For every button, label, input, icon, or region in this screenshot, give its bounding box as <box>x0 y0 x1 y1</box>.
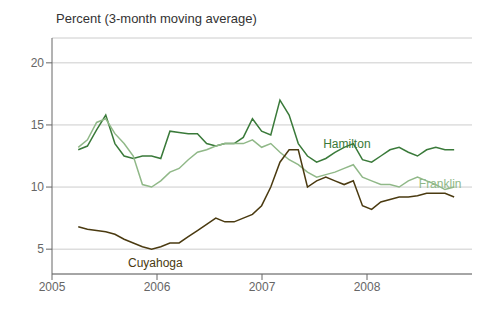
svg-text:Franklin: Franklin <box>419 177 462 191</box>
svg-text:2006: 2006 <box>144 280 171 294</box>
svg-text:10: 10 <box>31 180 45 194</box>
svg-text:Hamilton: Hamilton <box>323 137 370 151</box>
svg-text:20: 20 <box>31 56 45 70</box>
svg-text:15: 15 <box>31 118 45 132</box>
svg-text:2005: 2005 <box>39 280 66 294</box>
svg-text:2007: 2007 <box>249 280 276 294</box>
svg-text:2008: 2008 <box>354 280 381 294</box>
svg-text:5: 5 <box>37 242 44 256</box>
html-text:Percent (3-month moving averag: Percent (3-month moving average) <box>56 11 257 26</box>
svg-text:Cuyahoga: Cuyahoga <box>128 256 183 270</box>
